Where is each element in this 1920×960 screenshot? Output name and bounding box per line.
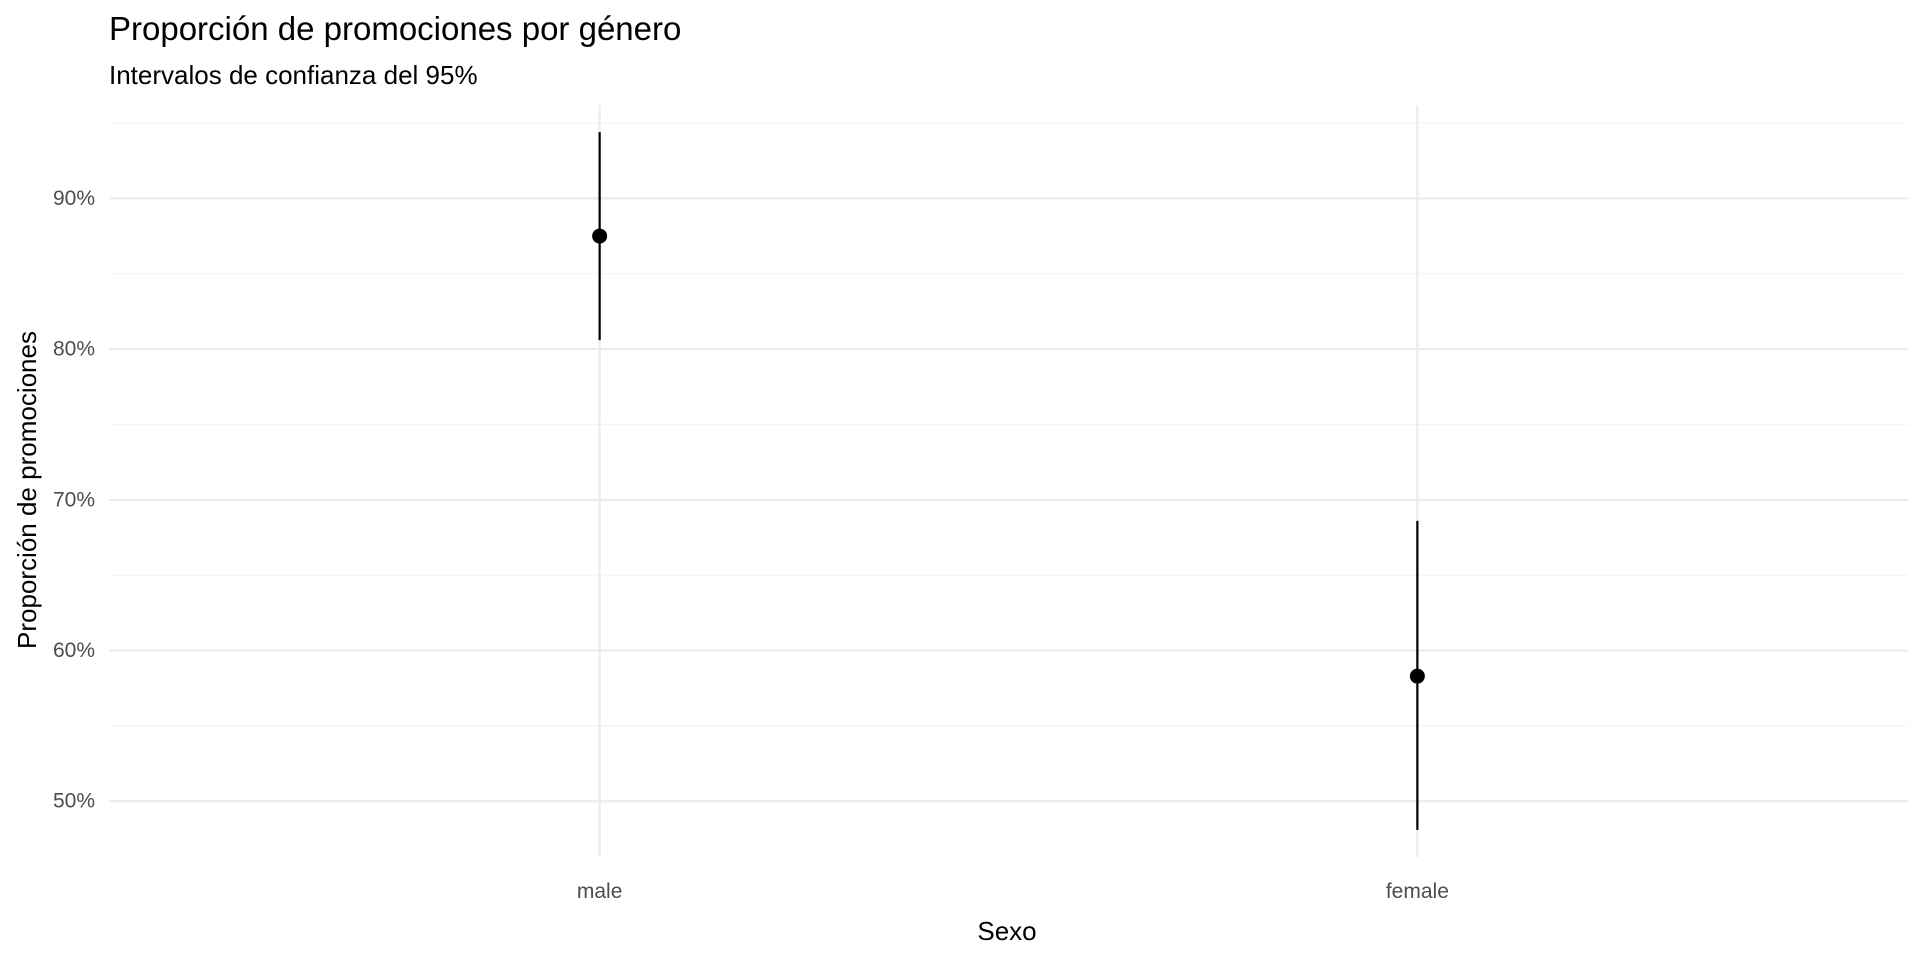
- y-tick-label: 60%: [53, 639, 95, 662]
- chart-title: Proporción de promociones por género: [109, 10, 681, 47]
- chart-subtitle: Intervalos de confianza del 95%: [109, 60, 478, 90]
- x-tick-label: male: [577, 880, 623, 903]
- point-male: [592, 228, 608, 244]
- point-female: [1409, 668, 1425, 684]
- y-tick-label: 90%: [53, 187, 95, 210]
- x-tick-label: female: [1386, 880, 1449, 903]
- y-tick-label: 50%: [53, 790, 95, 813]
- y-tick-label: 80%: [53, 338, 95, 361]
- x-axis-tick-labels: male female: [577, 880, 1449, 903]
- y-tick-label: 70%: [53, 488, 95, 511]
- y-axis-tick-labels: 50% 60% 70% 80% 90%: [53, 187, 95, 813]
- grid: [109, 105, 1908, 857]
- y-axis-title: Proporción de promociones: [12, 331, 42, 649]
- chart-marks: [592, 132, 1425, 830]
- x-axis-title: Sexo: [977, 916, 1036, 946]
